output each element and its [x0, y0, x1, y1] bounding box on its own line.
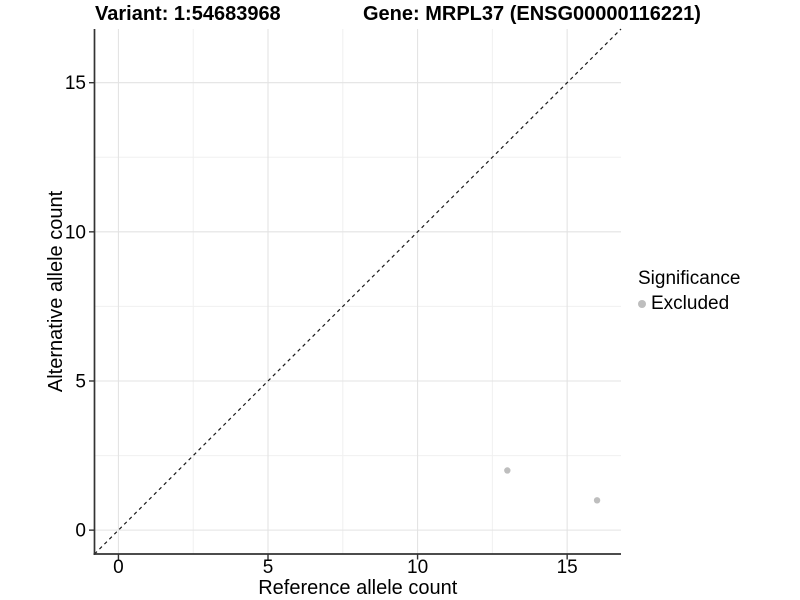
y-tick-label: 5: [75, 371, 86, 392]
x-tick-label: 10: [407, 557, 428, 578]
legend-item-excluded: Excluded: [638, 293, 740, 315]
gene-title: Gene: MRPL37 (ENSG00000116221): [363, 3, 701, 25]
x-axis-title: Reference allele count: [258, 577, 457, 599]
excluded-point-icon: [638, 300, 646, 308]
data-point: [504, 467, 511, 474]
x-tick-label: 0: [113, 557, 124, 578]
x-tick-label: 15: [557, 557, 578, 578]
legend: Significance Excluded: [638, 268, 740, 315]
y-tick-label: 0: [75, 521, 86, 542]
identity-line: [94, 28, 622, 555]
y-tick-label: 15: [65, 73, 86, 94]
variant-title: Variant: 1:54683968: [95, 3, 281, 25]
legend-title: Significance: [638, 268, 741, 289]
x-tick-label: 5: [263, 557, 274, 578]
y-axis-title: Alternative allele count: [45, 190, 67, 392]
legend-item-label: Excluded: [651, 293, 730, 314]
y-tick-label: 10: [65, 222, 86, 243]
data-point: [593, 497, 601, 504]
